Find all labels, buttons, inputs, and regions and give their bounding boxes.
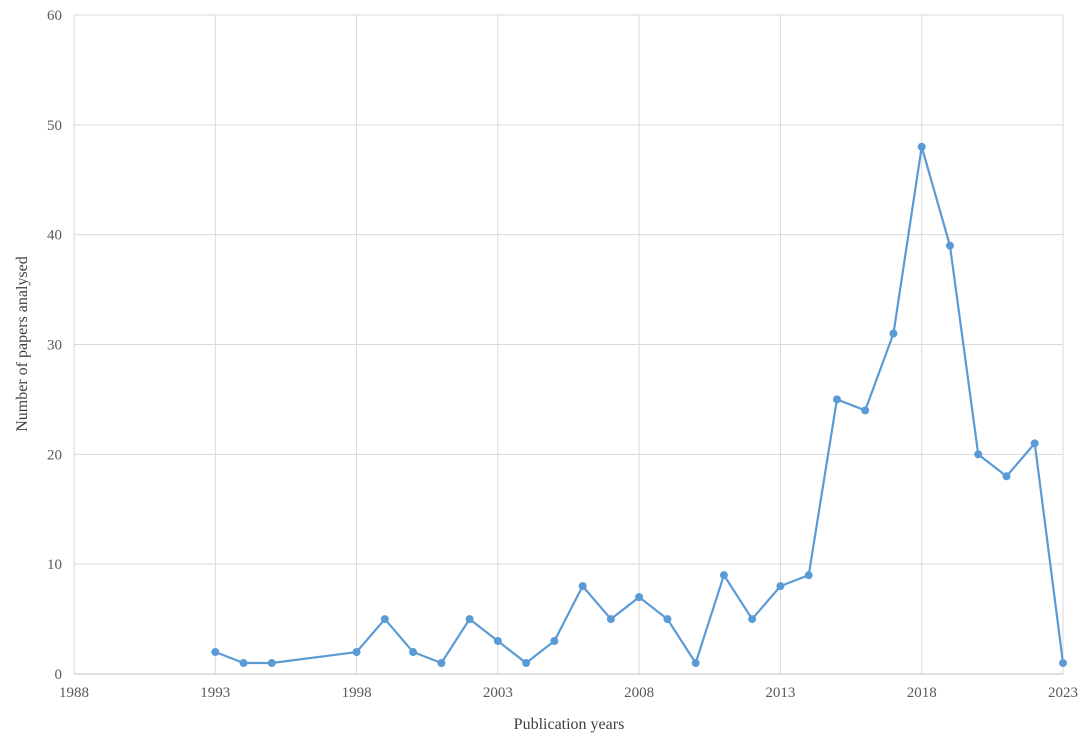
y-tick-label: 0 [55, 667, 63, 683]
data-point-2000 [409, 648, 418, 657]
data-point-2021 [1002, 472, 1011, 481]
data-point-2001 [437, 659, 446, 668]
x-tick-label: 1993 [200, 685, 230, 701]
data-point-2013 [776, 582, 785, 591]
data-point-2007 [606, 615, 615, 624]
data-point-1995 [267, 659, 276, 668]
y-tick-label: 60 [47, 8, 62, 24]
data-point-2003 [493, 637, 502, 646]
y-axis-title: Number of papers analysed [14, 256, 31, 432]
data-point-2020 [974, 450, 983, 459]
data-point-2022 [1030, 439, 1039, 448]
data-point-2006 [578, 582, 587, 591]
y-tick-label: 20 [47, 447, 62, 463]
data-point-1999 [380, 615, 389, 624]
data-point-2011 [719, 571, 728, 580]
x-tick-label: 2008 [624, 685, 654, 701]
x-tick-labels: 1988 1993 1998 2003 2008 2013 2018 2023 [59, 685, 1078, 701]
x-tick-label: 2023 [1048, 685, 1078, 701]
data-point-2010 [691, 659, 700, 668]
data-point-2008 [635, 593, 644, 602]
y-tick-label: 40 [47, 228, 62, 244]
data-point-2016 [861, 406, 870, 415]
data-point-2009 [663, 615, 672, 624]
data-point-2002 [465, 615, 474, 624]
x-axis-title: Publication years [514, 716, 625, 733]
x-tick-label: 1988 [59, 685, 89, 701]
data-point-2014 [804, 571, 813, 580]
series-layer [211, 142, 1067, 668]
data-point-2015 [832, 395, 841, 404]
y-tick-label: 50 [47, 118, 62, 134]
x-tick-label: 1998 [342, 685, 372, 701]
data-point-2005 [550, 637, 559, 646]
y-tick-label: 10 [47, 557, 62, 573]
x-tick-label: 2003 [483, 685, 513, 701]
y-tick-labels: 0 10 20 30 40 50 60 [47, 8, 62, 683]
data-point-2004 [522, 659, 531, 668]
y-tick-label: 30 [47, 338, 62, 354]
data-point-2012 [748, 615, 757, 624]
data-point-1994 [239, 659, 248, 668]
data-point-2017 [889, 329, 898, 338]
data-point-2019 [945, 241, 954, 250]
data-point-2023 [1059, 659, 1067, 668]
horizontal-gridlines [74, 14, 1063, 565]
data-point-2018 [917, 142, 926, 151]
data-point-1993 [211, 648, 220, 657]
data-point-1998 [352, 648, 361, 657]
x-tick-label: 2013 [765, 685, 795, 701]
x-tick-label: 2018 [907, 685, 937, 701]
